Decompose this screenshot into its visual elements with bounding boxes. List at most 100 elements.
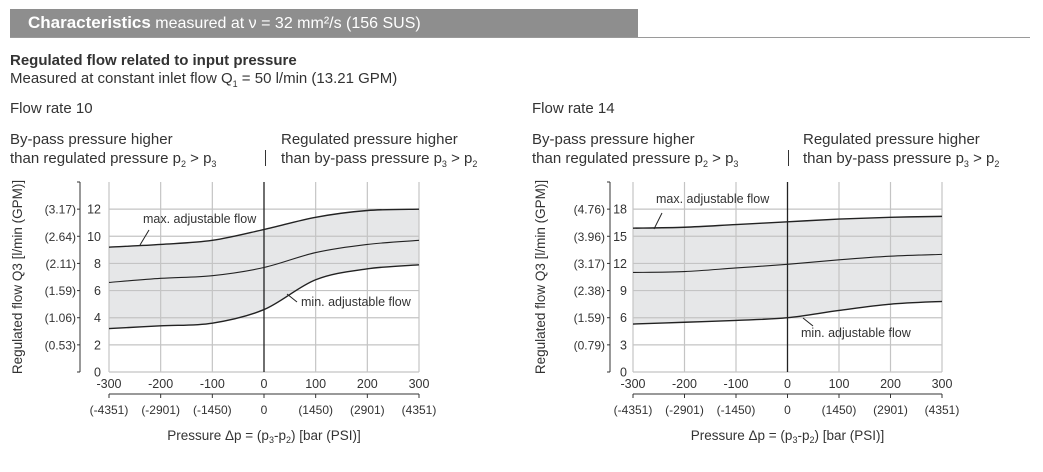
x-tick-label: -300 [96,377,121,391]
caption-line: than by-pass pressure p [281,150,442,167]
caption-sub: 3 [733,159,739,169]
bypass-caption-left: By-pass pressure higher than regulated pr… [10,130,216,174]
caption-sub: 2 [180,159,186,169]
y-tick-label-gpm: (1.59) [45,284,76,298]
x-tick-label: 300 [409,377,430,391]
y-tick-label-gpm: (2.38) [574,284,605,298]
x-axis-title: Pressure Δp = (p3-p2) [bar (PSI)] [167,428,361,445]
min-flow-leader [286,293,298,303]
y-tick-label: 10 [87,230,101,244]
caption-separator [788,150,789,166]
x-tick-label-psi: (-4351) [614,403,653,417]
header-subtitle: measured at ν = 32 mm²/s (156 SUS) [155,15,421,32]
x-tick-label: -100 [723,377,748,391]
series-line-max [108,208,420,248]
max-flow-annotation: max. adjustable flow [656,192,770,206]
caption-line: than by-pass pressure p [803,150,964,167]
regulated-caption-left: Regulated pressure higher than by-pass pr… [281,130,477,174]
caption-line: > p [707,150,734,167]
section-title: Regulated flow related to input pressure [10,52,297,69]
x-tick-label: 100 [305,377,326,391]
series-line-min [632,300,943,325]
x-tick-label-psi: (-1450) [193,403,232,417]
caption-line: > p [185,150,212,167]
y-tick-label: 9 [620,284,627,298]
caption-line: Regulated pressure higher [281,131,458,148]
max-flow-leader [139,229,150,246]
section-header-bar: Characteristics measured at ν = 32 mm²/s… [10,9,638,37]
x-tick-label-psi: 0 [784,403,791,417]
caption-sub: 3 [963,159,969,169]
y-tick-label-gpm: (1.06) [45,311,76,325]
x-tick-label-psi: (2901) [873,403,908,417]
y-tick-label: 12 [613,257,627,271]
section-measured-note: Measured at constant inlet flow Q1 = 50 … [10,70,397,89]
caption-line: > p [968,150,995,167]
y-tick-label-gpm: (0.53) [45,338,76,352]
regulated-caption-right: Regulated pressure higher than by-pass pr… [803,130,999,174]
series-line-mid [108,239,420,283]
x-tick-label-psi: (2901) [350,403,385,417]
caption-sub: 2 [702,159,708,169]
y-tick-label: 4 [94,311,101,325]
y-tick-label-gpm: (2.64) [45,230,76,244]
y-tick-label-gpm: (3.17) [45,203,76,217]
x-tick-label: -100 [200,377,225,391]
series-line-max [632,215,943,229]
min-flow-annotation: min. adjustable flow [801,326,912,340]
y-tick-label: 18 [613,203,627,217]
chart-title-flow-rate-10: Flow rate 10 [10,100,93,117]
x-tick-label: -300 [620,377,645,391]
y-tick-label: 3 [620,338,627,352]
header-title: Characteristics [28,13,151,32]
y-tick-label-gpm: (3.96) [574,230,605,244]
x-tick-label-psi: 0 [261,403,268,417]
chart-title-flow-rate-14: Flow rate 14 [532,100,615,117]
caption-line: By-pass pressure higher [532,131,695,148]
y-axis-title: Regulated flow Q3 [l/min (GPM)] [533,180,548,374]
x-tick-label: -200 [672,377,697,391]
y-tick-label-gpm: (1.59) [574,311,605,325]
min-flow-leader [802,317,814,327]
x-tick-label-psi: (4351) [925,403,960,417]
caption-line: than regulated pressure p [532,150,703,167]
y-tick-label-gpm: (0.79) [574,338,605,352]
header-divider [10,37,1030,38]
measured-sub: 1 [232,79,238,89]
series-line-min [108,264,420,330]
x-tick-label: 0 [784,377,791,391]
series-line-mid [632,253,943,274]
x-tick-label-psi: (-4351) [90,403,129,417]
x-tick-label-psi: (1450) [298,403,333,417]
x-tick-label-psi: (-2901) [141,403,180,417]
y-tick-label: 12 [87,203,101,217]
caption-line: > p [446,150,473,167]
caption-line: By-pass pressure higher [10,131,173,148]
x-tick-label: 200 [880,377,901,391]
x-tick-label: 300 [932,377,953,391]
caption-sub: 3 [441,159,447,169]
y-tick-label: 6 [620,311,627,325]
max-flow-annotation: max. adjustable flow [143,212,257,226]
min-flow-annotation: min. adjustable flow [301,295,412,309]
caption-separator [265,150,266,166]
measured-suffix: = 50 l/min (13.21 GPM) [237,70,398,87]
y-tick-label: 15 [613,230,627,244]
x-axis-title: Pressure Δp = (p3-p2) [bar (PSI)] [691,428,885,445]
caption-line: Regulated pressure higher [803,131,980,148]
x-tick-label: 200 [357,377,378,391]
y-tick-label: 0 [94,366,101,380]
y-tick-label: 6 [94,284,101,298]
max-flow-leader [653,212,663,230]
measured-prefix: Measured at constant inlet flow Q [10,70,233,87]
y-tick-label: 0 [620,366,627,380]
y-axis-title: Regulated flow Q3 [l/min (GPM)] [10,180,25,374]
x-tick-label-psi: (-1450) [717,403,756,417]
y-tick-label-gpm: (3.17) [574,257,605,271]
y-tick-label-gpm: (4.76) [574,203,605,217]
bypass-caption-right: By-pass pressure higher than regulated pr… [532,130,738,174]
x-tick-label: 0 [261,377,268,391]
y-tick-label: 2 [94,338,101,352]
